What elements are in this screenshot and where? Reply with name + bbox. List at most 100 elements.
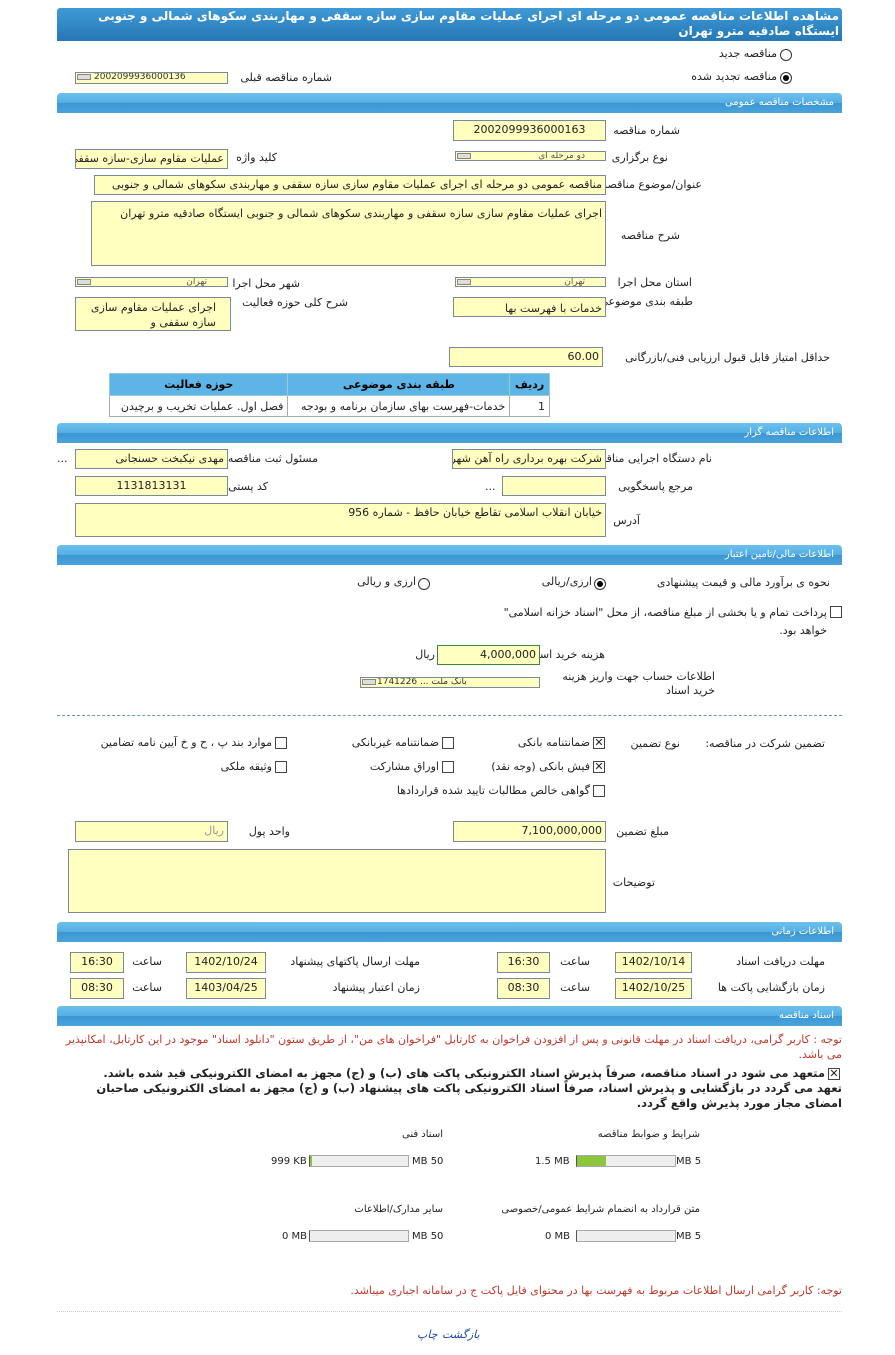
guarantee-type-label: نوع تضمین	[630, 737, 680, 750]
guarantee-checkbox-0[interactable]: ✕	[593, 736, 605, 749]
prev-number-value: 2002099936000136	[94, 72, 186, 82]
file-max: 5 MB	[676, 1231, 702, 1242]
guarantee-checkbox-5[interactable]	[275, 761, 287, 773]
resp-more-button[interactable]: ...	[57, 452, 68, 465]
doc-cost-currency: ریال	[415, 648, 435, 661]
category-label: طبقه بندی موضوعی	[599, 295, 693, 308]
desc-label: شرح مناقصه	[620, 229, 680, 242]
treasury-checkbox[interactable]	[830, 606, 842, 618]
subject-field[interactable]: مناقصه عمومی دو مرحله ای اجرای عملیات مق…	[94, 175, 606, 195]
doc-cost-field[interactable]: 4,000,000	[437, 645, 540, 665]
guarantee-checkbox-3[interactable]: ✕	[593, 760, 605, 773]
valid-time[interactable]: 08:30	[70, 978, 124, 999]
desc-textarea[interactable]: اجرای عملیات مقاوم سازی سازه سقفی و مهار…	[91, 201, 606, 266]
resp-field[interactable]: مهدی نیکبخت حسنجانی	[75, 449, 228, 469]
prev-number-label: شماره مناقصه قبلی	[240, 71, 332, 84]
print-link[interactable]: چاپ	[417, 1328, 438, 1341]
ref-field[interactable]	[502, 476, 606, 496]
file-size: 1.5 MB	[535, 1156, 570, 1167]
address-field[interactable]: خیابان انقلاب اسلامی تقاطع خیابان حافظ -…	[75, 503, 606, 537]
hour-label: ساعت	[560, 981, 590, 994]
province-value: تهران	[564, 277, 585, 287]
submit-date[interactable]: 1402/10/24	[186, 952, 266, 973]
activity-table: ردیف طبقه بندی موضوعی حوزه فعالیت 1 خدمات-ف…	[108, 373, 550, 417]
account-select[interactable]: بانک ملت ... 1741226	[360, 677, 540, 688]
valid-label: زمان اعتبار پیشنهاد	[332, 981, 420, 994]
guarantee-option-label: وثیقه ملکی	[220, 760, 272, 773]
back-link[interactable]: بازگشت	[442, 1328, 480, 1341]
guarantee-option-label: ضمانتنامه غیربانکی	[351, 736, 439, 749]
guarantee-checkbox-2[interactable]	[275, 737, 287, 749]
province-label: استان محل اجرا	[617, 276, 692, 289]
radio-new-tender[interactable]	[780, 49, 792, 61]
file-size: 999 KB	[271, 1156, 307, 1167]
table-header: ردیف طبقه بندی موضوعی حوزه فعالیت	[108, 373, 550, 396]
guarantee-option-label: ضمانتنامه بانکی	[517, 736, 590, 749]
postal-label: کد پستی	[228, 480, 268, 493]
amount-field[interactable]: 7,100,000,000	[453, 821, 606, 842]
number-label: شماره مناقصه	[613, 124, 680, 137]
activity-listbox[interactable]: اجرای عملیات مقاوم سازی سازه سقفی و	[75, 297, 231, 331]
section-finance: اطلاعات مالی/تامین اعتبار	[57, 545, 842, 565]
postal-field[interactable]: 1131813131	[75, 476, 228, 496]
col-row: ردیف	[509, 373, 550, 396]
file-size: 0 MB	[282, 1231, 308, 1242]
col-activity: حوزه فعالیت	[108, 373, 289, 396]
org-field[interactable]: شرکت بهره برداری راه آهن شهری تهران	[452, 449, 606, 469]
foreign-rial-label: ارزی و ریالی	[357, 575, 416, 588]
ref-label: مرجع پاسخگویی	[618, 480, 693, 493]
city-select[interactable]: تهران	[75, 277, 228, 287]
new-tender-label: مناقصه جدید	[718, 47, 777, 60]
file-progress-fill	[577, 1156, 607, 1166]
file-max: 50 MB	[412, 1231, 444, 1242]
hour-label: ساعت	[132, 981, 162, 994]
page-title: مشاهده اطلاعات مناقصه عمومی دو مرحله ای …	[57, 8, 842, 41]
valid-date[interactable]: 1403/04/25	[186, 978, 266, 999]
radio-rial[interactable]	[594, 578, 606, 590]
file-progress-bar	[576, 1230, 676, 1242]
notes-label: توضیحات	[612, 876, 655, 889]
resp-label: مسئول ثبت مناقصه	[227, 452, 318, 465]
guarantee-checkbox-6[interactable]	[593, 785, 605, 797]
unit-field[interactable]: ریال	[75, 821, 228, 842]
keyword-label: کلید واژه	[236, 151, 277, 164]
unit-label: واحد پول	[248, 825, 290, 838]
divider	[57, 1311, 842, 1312]
commit-text-1: متعهد می شود در اسناد مناقصه، صرفاً پذیر…	[103, 1066, 825, 1080]
receive-time[interactable]: 16:30	[497, 952, 550, 973]
docs-note-2: توجه: کاربر گرامی ارسال اطلاعات مربوط به…	[350, 1284, 842, 1297]
section-time: اطلاعات زمانی	[57, 922, 842, 942]
file-max: 50 MB	[412, 1156, 444, 1167]
province-select[interactable]: تهران	[455, 277, 606, 287]
holding-select[interactable]: دو مرحله ای	[455, 151, 606, 161]
notes-textarea[interactable]	[68, 849, 606, 913]
category-field[interactable]: خدمات با فهرست بها	[453, 297, 606, 317]
activity-label: شرح کلی حوزه فعالیت	[242, 296, 348, 309]
open-time[interactable]: 08:30	[497, 978, 550, 999]
radio-foreign-rial[interactable]	[418, 578, 430, 590]
keyword-field[interactable]: عملیات مقاوم سازی-سازه سقفی	[75, 149, 228, 169]
prev-number-select[interactable]: 2002099936000136	[75, 72, 228, 84]
guarantee-checkbox-1[interactable]	[442, 737, 454, 749]
docs-note: توجه : کاربر گرامی، دریافت اسناد در مهلت…	[65, 1033, 842, 1061]
min-score-label: حداقل امتیاز قابل قبول ارزیابی فنی/بازرگ…	[625, 351, 830, 364]
receive-date[interactable]: 1402/10/14	[615, 952, 692, 973]
guarantee-checkbox-4[interactable]	[442, 761, 454, 773]
min-score-field[interactable]: 60.00	[449, 347, 603, 367]
hour-label: ساعت	[132, 955, 162, 968]
open-date[interactable]: 1402/10/25	[615, 978, 692, 999]
renewed-tender-label: مناقصه تجدید شده	[691, 70, 777, 83]
submit-time[interactable]: 16:30	[70, 952, 124, 973]
ref-more-button[interactable]: ...	[485, 480, 496, 493]
file-label: سایر مدارک/اطلاعات	[354, 1204, 443, 1215]
treasury-label: پرداخت تمام و یا بخشی از مبلغ مناقصه، از…	[503, 606, 827, 637]
radio-renewed-tender[interactable]	[780, 72, 792, 84]
commit-checkbox: ✕	[828, 1067, 840, 1080]
table-row: 1 خدمات-فهرست بهای سازمان برنامه و بودجه ف…	[108, 395, 550, 417]
number-field[interactable]: 2002099936000163	[453, 120, 606, 141]
holding-label: نوع برگزاری	[611, 151, 668, 164]
section-organizer: اطلاعات مناقصه گزار	[57, 423, 842, 443]
file-size: 0 MB	[545, 1231, 571, 1242]
account-label: اطلاعات حساب جهت واریز هزینه خرید اسناد	[562, 670, 715, 697]
